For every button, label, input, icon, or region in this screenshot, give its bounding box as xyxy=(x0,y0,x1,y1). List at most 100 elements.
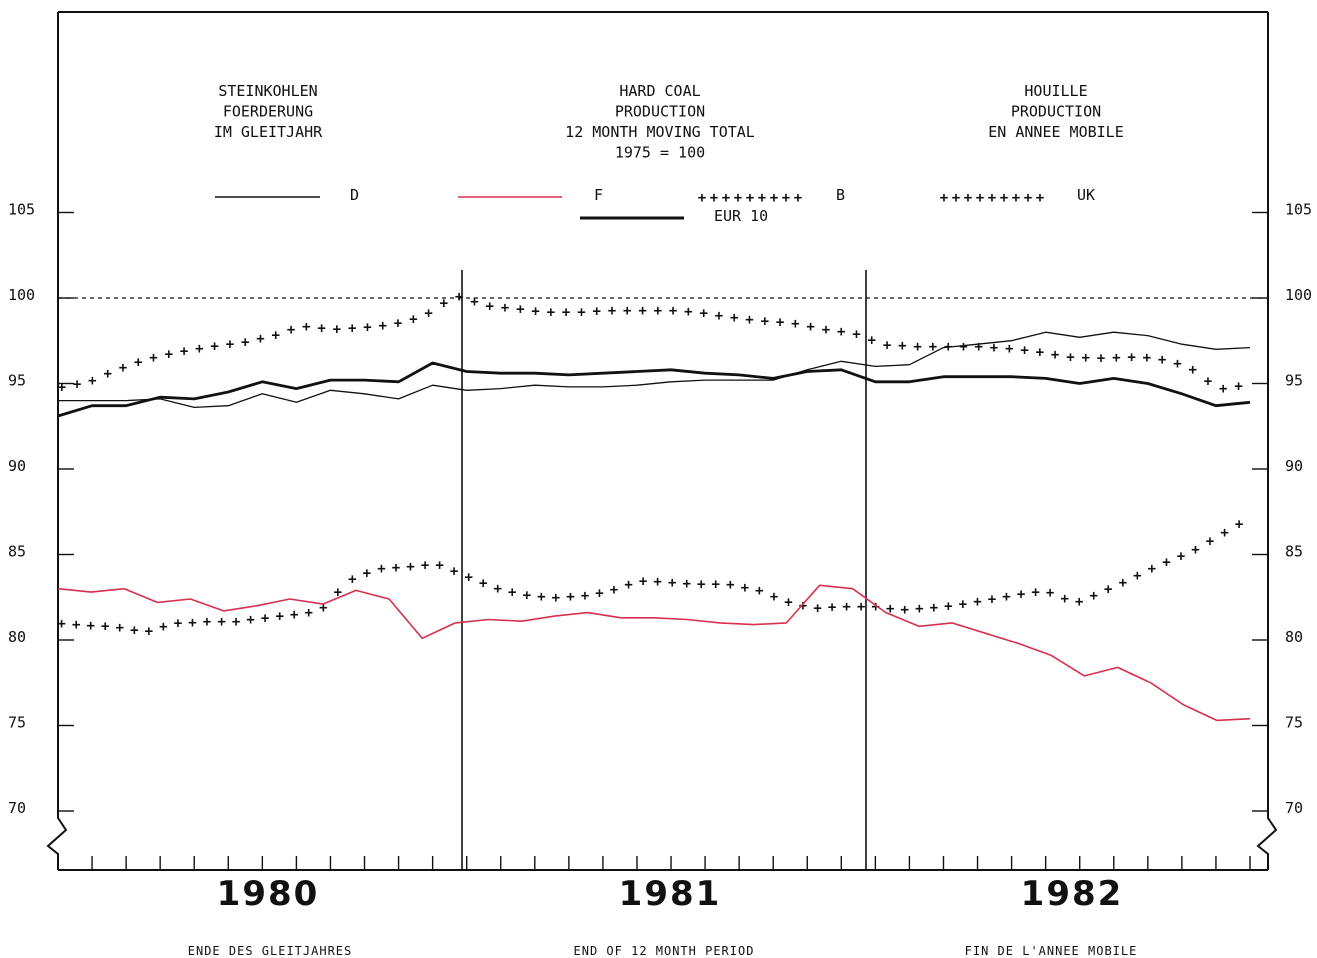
series-mark: + xyxy=(608,303,616,319)
series-mark: + xyxy=(287,322,295,338)
series-mark: + xyxy=(975,339,983,355)
series-d xyxy=(58,331,1251,409)
series-mark: + xyxy=(901,602,909,618)
series-mark: + xyxy=(421,557,429,573)
series-mark: + xyxy=(1177,549,1185,565)
series-mark: + xyxy=(348,572,356,588)
series-mark: + xyxy=(959,339,967,355)
legend-item-b: + + + + + + + + + B xyxy=(698,186,845,206)
series-mark: + xyxy=(868,333,876,349)
series-eur10 xyxy=(57,361,1251,418)
footer-english: END OF 12 MONTH PERIOD xyxy=(574,944,755,958)
series-mark: + xyxy=(547,305,555,321)
legend-swatch-mark: + xyxy=(698,190,706,206)
series-line xyxy=(58,331,1251,409)
series-f xyxy=(57,584,1251,722)
series-layer: + + + + + + + + + + + + + + + + + + + + + + + + + + + + + + + + + + + + + + + +… xyxy=(57,289,1251,722)
series-mark: + xyxy=(1206,533,1214,549)
series-mark: + xyxy=(226,337,234,353)
series-mark: + xyxy=(699,305,707,321)
legend-label: F xyxy=(594,186,603,204)
series-mark: + xyxy=(944,598,952,614)
series-mark: + xyxy=(1005,341,1013,357)
series-mark: + xyxy=(1148,561,1156,577)
series-mark: + xyxy=(334,585,342,601)
series-mark: + xyxy=(537,589,545,605)
series-mark: + xyxy=(770,589,778,605)
series-mark: + xyxy=(501,300,509,316)
header-line: 1975 = 100 xyxy=(615,144,705,162)
series-mark: + xyxy=(1046,585,1054,601)
series-mark: + xyxy=(455,289,463,305)
y-tick-label-left: 100 xyxy=(8,286,35,304)
y-axis-right: 70 75 80 85 90 95 100 105 xyxy=(1252,201,1312,817)
series-mark: + xyxy=(57,616,65,632)
series-mark: + xyxy=(654,303,662,319)
series-mark: + xyxy=(988,591,996,607)
series-mark: + xyxy=(1133,568,1141,584)
series-mark: + xyxy=(944,339,952,355)
y-tick-label-left: 90 xyxy=(8,457,26,475)
series-mark: + xyxy=(623,303,631,319)
series-mark: + xyxy=(1075,594,1083,610)
series-mark: + xyxy=(852,327,860,343)
series-mark: + xyxy=(1081,350,1089,366)
series-line xyxy=(57,361,1251,418)
series-mark: + xyxy=(272,327,280,343)
series-mark: + xyxy=(494,581,502,597)
legend-swatch-mark: + xyxy=(734,190,742,206)
legend-swatch-mark: + xyxy=(1012,190,1020,206)
series-mark: + xyxy=(180,343,188,359)
series-mark: + xyxy=(1173,356,1181,372)
series-mark: + xyxy=(813,600,821,616)
series-mark: + xyxy=(363,566,371,582)
series-mark: + xyxy=(915,601,923,617)
legend-item-uk: + + + + + + + + + UK xyxy=(940,186,1095,206)
series-mark: + xyxy=(516,302,524,318)
series-mark: + xyxy=(610,582,618,598)
series-mark: + xyxy=(333,322,341,338)
header-line: STEINKOHLEN xyxy=(218,82,317,100)
header-line: EN ANNEE MOBILE xyxy=(988,123,1123,141)
series-mark: + xyxy=(581,588,589,604)
y-tick-label-right: 105 xyxy=(1285,201,1312,219)
series-mark: + xyxy=(929,339,937,355)
series-mark: + xyxy=(684,304,692,320)
header-line: HOUILLE xyxy=(1024,82,1087,100)
series-mark: + xyxy=(898,338,906,354)
series-mark: + xyxy=(886,601,894,617)
series-mark: + xyxy=(1020,343,1028,359)
series-mark: + xyxy=(668,575,676,591)
series-line xyxy=(57,584,1251,722)
header-line: FOERDERUNG xyxy=(223,103,313,121)
y-tick-label-right: 75 xyxy=(1285,714,1303,732)
series-mark: + xyxy=(791,316,799,332)
series-mark: + xyxy=(1104,582,1112,598)
series-mark: + xyxy=(566,589,574,605)
series-mark: + xyxy=(822,322,830,338)
series-mark: + xyxy=(595,585,603,601)
series-mark: + xyxy=(149,350,157,366)
legend-swatch-mark: + xyxy=(1000,190,1008,206)
y-tick-label-left: 95 xyxy=(8,372,26,390)
x-axis: 1980 1981 1982 xyxy=(57,856,1251,914)
legend-swatch-mark: + xyxy=(794,190,802,206)
series-mark: + xyxy=(246,612,254,628)
x-year-label: 1980 xyxy=(217,874,320,914)
series-mark: + xyxy=(761,313,769,329)
y-tick-label-right: 90 xyxy=(1285,457,1303,475)
series-mark: + xyxy=(730,310,738,326)
series-mark: + xyxy=(1031,585,1039,601)
series-mark: + xyxy=(72,617,80,633)
series-mark: + xyxy=(88,373,96,389)
series-mark: + xyxy=(1162,555,1170,571)
series-mark: + xyxy=(134,355,142,371)
series-mark: + xyxy=(577,304,585,320)
series-mark: + xyxy=(103,366,111,382)
plot-frame xyxy=(46,11,1278,871)
series-mark: + xyxy=(1143,350,1151,366)
x-year-label: 1981 xyxy=(619,874,722,914)
series-mark: + xyxy=(726,577,734,593)
series-mark: + xyxy=(1188,362,1196,378)
